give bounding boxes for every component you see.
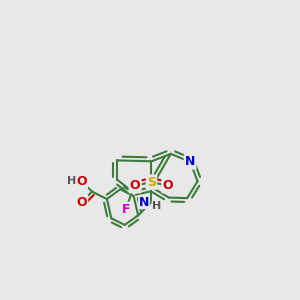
Text: O: O xyxy=(76,196,87,208)
Text: H: H xyxy=(67,176,76,186)
Text: S: S xyxy=(147,176,156,189)
Text: O: O xyxy=(76,175,87,188)
Text: O: O xyxy=(130,179,140,192)
Text: O: O xyxy=(163,179,173,192)
Text: N: N xyxy=(185,155,195,168)
Text: H: H xyxy=(152,201,161,211)
Text: F: F xyxy=(122,203,130,216)
Text: N: N xyxy=(139,196,149,208)
